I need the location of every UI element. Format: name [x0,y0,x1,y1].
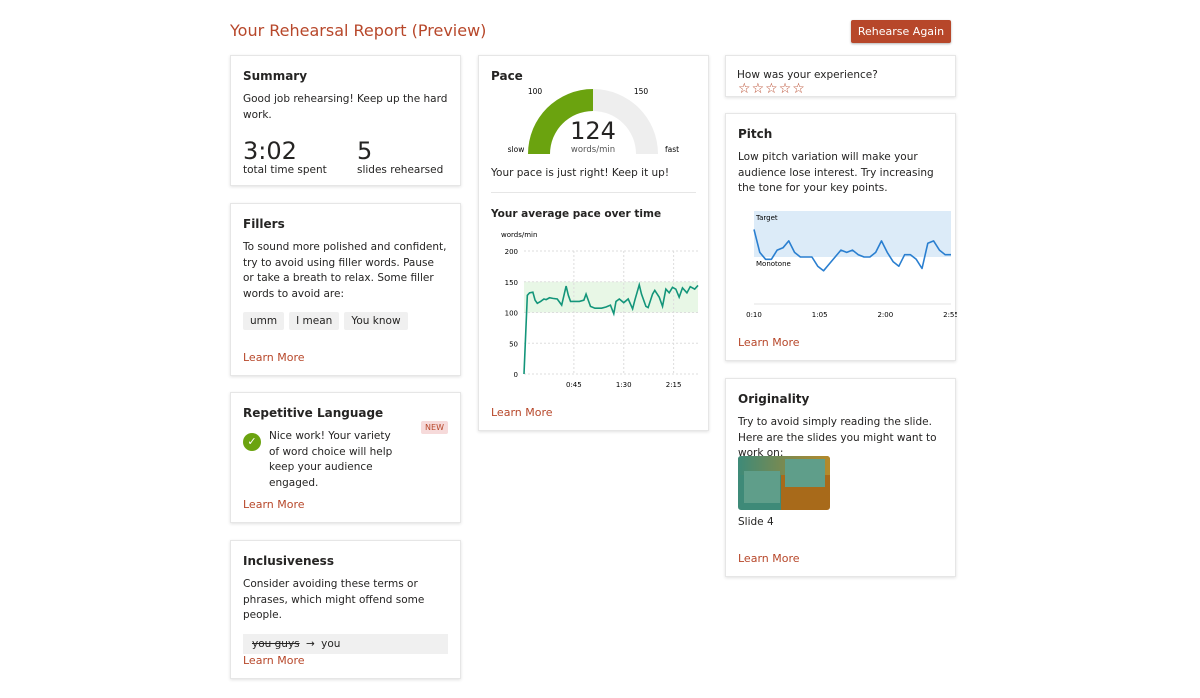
y-tick-label: 150 [505,279,518,287]
term-suggestion: you guys → you [243,633,448,654]
pace-card: Pace 100 150 slow fast 124 words/min You… [478,55,709,431]
divider [491,192,696,193]
pace-line [523,281,699,375]
rehearse-again-button[interactable]: Rehearse Again [851,20,951,43]
summary-card: Summary Good job rehearsing! Keep up the… [230,55,461,186]
y-tick-label: 200 [505,248,518,256]
gauge-label-150: 150 [634,87,649,96]
repetitive-title: Repetitive Language [243,406,384,420]
time-spent-label: total time spent [243,164,327,176]
pace-value: 124 [570,117,616,145]
summary-text: Good job rehearsing! Keep up the hard wo… [243,93,448,121]
pitch-chart: Target Monotone 0:10 1:05 2:00 2:55 [746,211,957,319]
originality-card: Originality Try to avoid simply reading … [725,378,956,577]
y-tick-label: 50 [509,340,518,348]
repetitive-text: Nice work! Your variety of word choice w… [269,430,393,489]
inclusiveness-text: Consider avoiding these terms or phrases… [243,578,425,621]
slide-thumbnail[interactable] [738,456,830,510]
star-icon[interactable]: ☆ [751,81,765,97]
page-title: Your Rehearsal Report (Preview) [230,21,487,40]
arrow-right-icon: → [305,637,315,650]
avoid-term: you guys [252,637,300,650]
experience-card: How was your experience? ☆☆☆☆☆ [725,55,956,97]
inclusiveness-card: Inclusiveness Consider avoiding these te… [230,540,461,679]
gauge-label-slow: slow [508,145,525,154]
pace-gauge: 100 150 slow fast 124 words/min [508,87,679,155]
y-tick-label: 0 [514,371,518,379]
learn-more-link[interactable]: Learn More [491,406,553,419]
pitch-line [753,229,951,272]
x-tick-label: 0:45 [566,381,582,389]
inclusiveness-title: Inclusiveness [243,554,334,568]
slides-rehearsed-value: 5 [357,137,373,165]
filler-chip: I mean [289,312,340,330]
originality-title: Originality [738,392,810,406]
x-tick-label: 2:15 [666,381,682,389]
slide-label: Slide 4 [738,516,774,528]
summary-title: Summary [243,69,308,83]
monotone-label: Monotone [756,260,791,268]
star-icon[interactable]: ☆ [738,81,751,97]
pitch-text: Low pitch variation will make your audie… [738,151,934,194]
repetitive-language-card: Repetitive Language NEW ✓ Nice work! You… [230,392,461,523]
slides-rehearsed-label: slides rehearsed [357,164,444,176]
pitch-card: Pitch Low pitch variation will make your… [725,113,957,361]
suggested-term: you [321,637,341,650]
learn-more-link[interactable]: Learn More [243,654,305,667]
gauge-label-fast: fast [665,145,679,154]
pace-title: Pace [491,69,523,83]
y-tick-label: 100 [505,310,518,318]
x-tick-label: 2:00 [877,311,893,319]
new-badge: NEW [421,421,448,434]
filler-chip: You know [344,312,408,330]
gauge-label-100: 100 [528,87,543,96]
filler-chip: umm [243,312,285,330]
gauge-fill [528,89,593,154]
learn-more-link[interactable]: Learn More [738,552,800,565]
fillers-text: To sound more polished and confident, tr… [243,241,447,300]
fillers-card: Fillers To sound more polished and confi… [230,203,461,376]
x-tick-label: 0:10 [746,311,762,319]
x-tick-label: 2:55 [943,311,957,319]
y-axis-label: words/min [501,231,537,239]
star-icon[interactable]: ☆ [778,81,792,97]
fillers-title: Fillers [243,217,285,231]
experience-question: How was your experience? [737,69,878,81]
star-rating[interactable]: ☆☆☆☆☆ [737,81,805,97]
star-icon[interactable]: ☆ [792,81,805,97]
learn-more-link[interactable]: Learn More [243,351,305,364]
x-tick-label: 1:05 [812,311,828,319]
pace-chart-title: Your average pace over time [491,208,662,220]
time-spent-value: 3:02 [243,137,297,165]
originality-text: Try to avoid simply reading the slide. H… [738,416,937,459]
target-label: Target [755,214,778,222]
pitch-title: Pitch [738,127,773,141]
pace-unit: words/min [571,145,615,155]
learn-more-link[interactable]: Learn More [738,336,800,349]
x-tick-label: 1:30 [616,381,632,389]
learn-more-link[interactable]: Learn More [243,498,305,511]
checkmark-icon: ✓ [243,433,261,451]
pace-message: Your pace is just right! Keep it up! [491,167,670,179]
pace-over-time-chart: words/min 0 50 100 150 200 0:45 1:30 2:15 [501,231,699,389]
star-icon[interactable]: ☆ [765,81,778,97]
